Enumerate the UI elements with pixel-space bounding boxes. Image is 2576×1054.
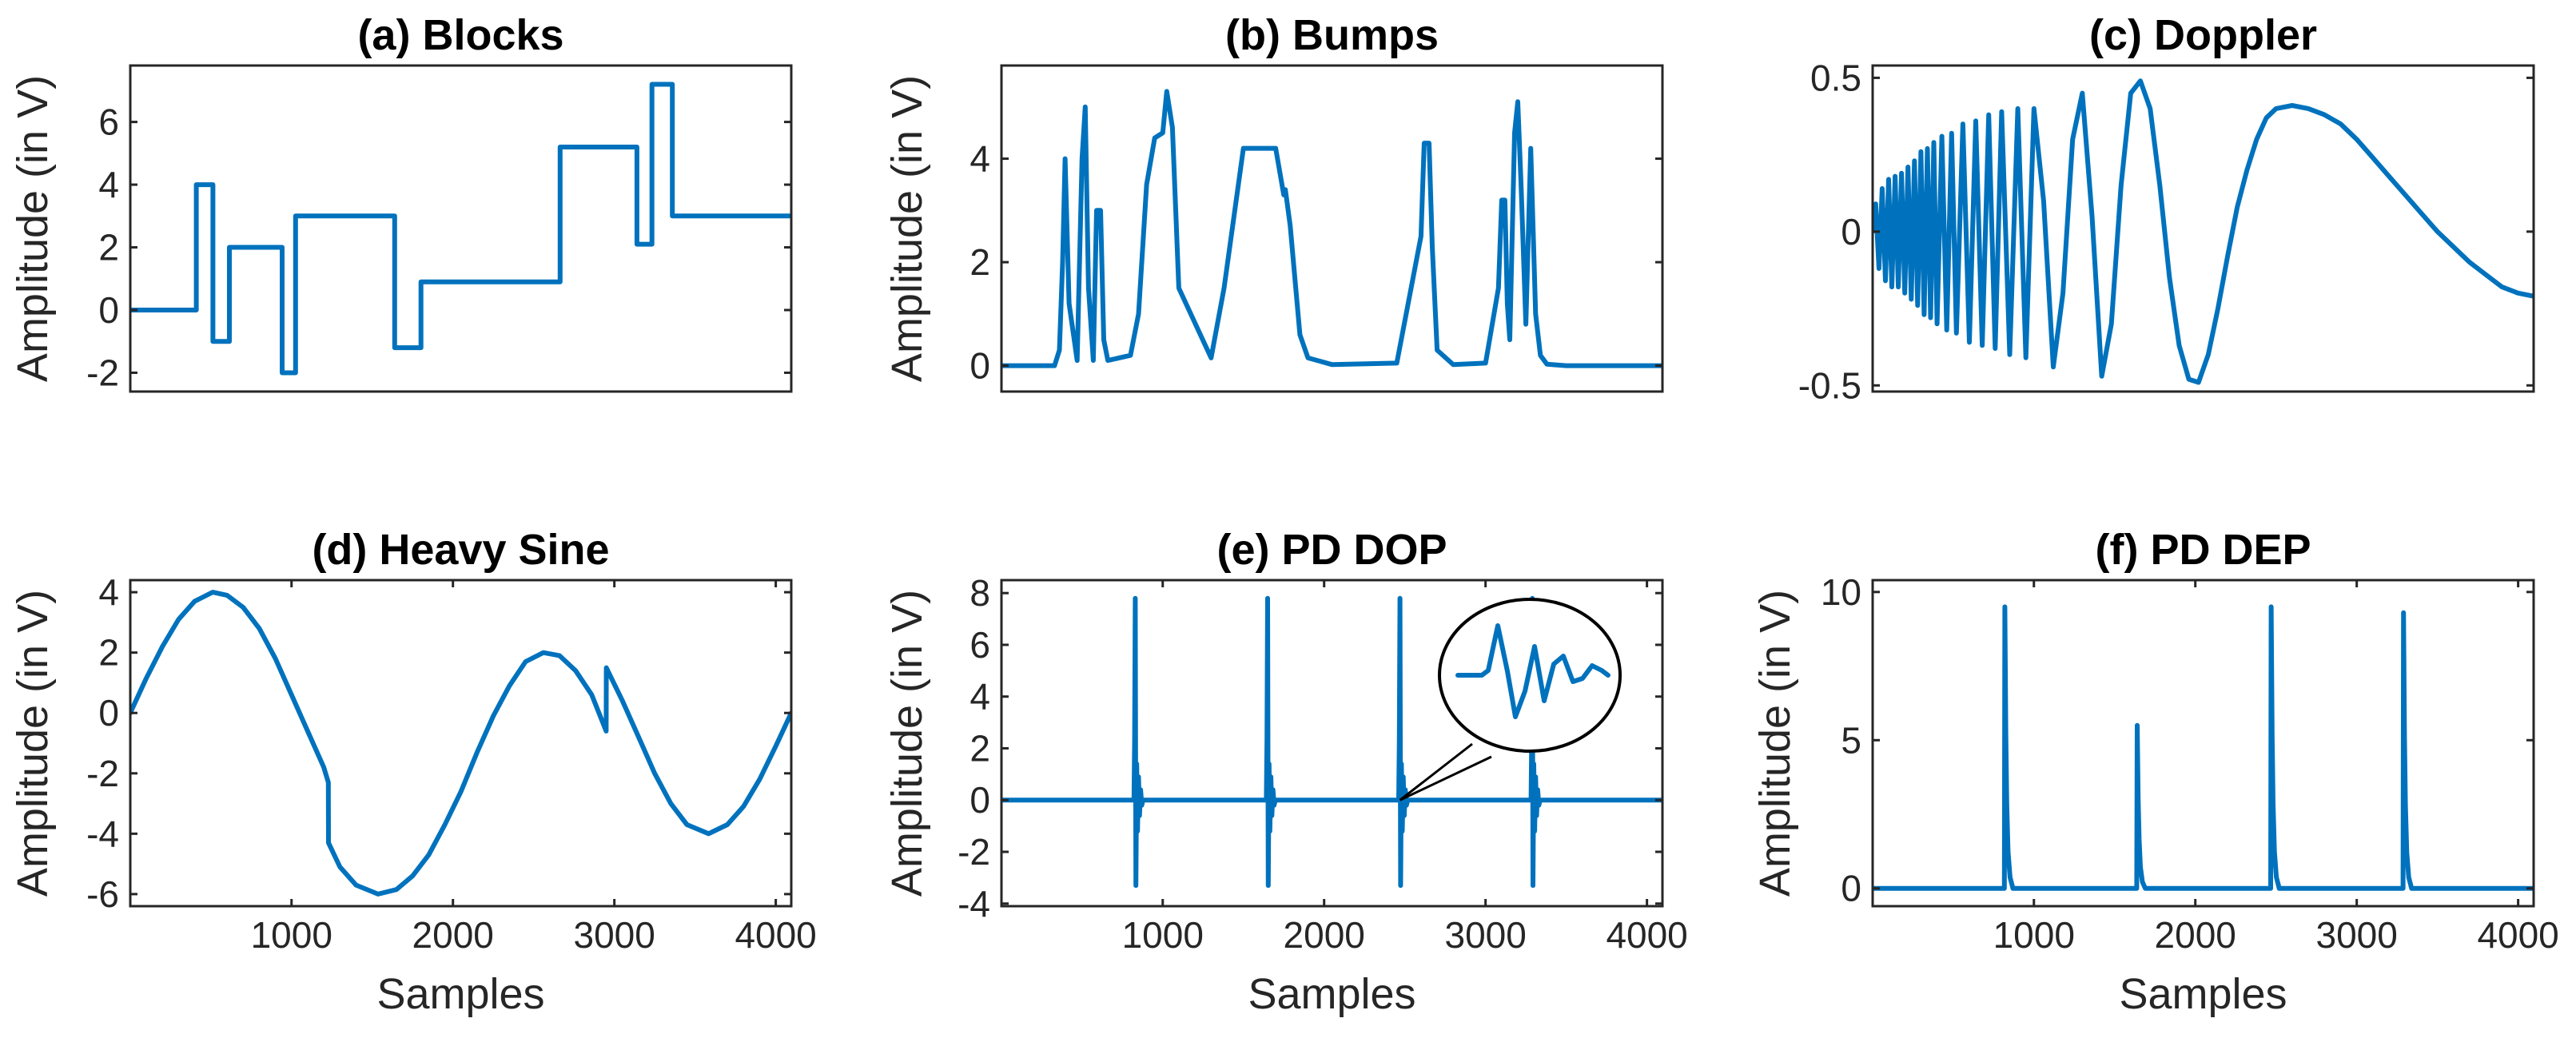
y-tick-label: 0: [969, 779, 990, 821]
axes-frame: [1871, 64, 2535, 393]
y-tick-label: -2: [86, 753, 119, 794]
series-line: [130, 82, 791, 376]
y-tick-label: 0: [1841, 868, 1861, 909]
x-axis-label: Samples: [1248, 970, 1415, 1018]
series-line: [1873, 604, 2534, 891]
y-tick-label: 4: [969, 138, 990, 180]
x-tick-label: 3000: [1444, 914, 1526, 956]
x-tick-label: 3000: [573, 914, 655, 956]
chart-title: (f) PD DEP: [2096, 526, 2311, 574]
y-axis-label: Amplitude (in V): [9, 75, 57, 382]
x-tick-label: 2000: [2155, 914, 2236, 956]
y-tick-label: 4: [98, 571, 119, 613]
inset-zoomed-series: [1455, 623, 1610, 719]
chart-title: (b) Bumps: [1225, 11, 1439, 59]
x-tick-label: 3000: [2315, 914, 2397, 956]
y-tick-label: 6: [969, 624, 990, 666]
chart-title: (d) Heavy Sine: [312, 526, 609, 574]
x-tick-label: 4000: [735, 914, 816, 956]
x-tick-label: 4000: [2477, 914, 2558, 956]
y-tick-label: 8: [969, 572, 990, 614]
inset-pointer-line: [1399, 755, 1492, 801]
panel-bumps: 4 2 0 (b) Bumps Amplitude (in V): [883, 11, 1664, 393]
axes-frame: [1000, 579, 1664, 908]
axes-frame: [1000, 64, 1664, 393]
y-axis-label: Amplitude (in V): [883, 75, 931, 382]
y-tick-label: -2: [86, 352, 119, 393]
series-line: [1001, 89, 1662, 368]
y-tick-label: -4: [958, 883, 990, 925]
y-tick-label: -6: [86, 873, 119, 915]
y-axis-label: Amplitude (in V): [9, 590, 57, 897]
x-axis-label: Samples: [376, 970, 544, 1018]
x-tick-label: 1000: [251, 914, 332, 956]
x-tick-label: 2000: [412, 914, 494, 956]
y-tick-label: 0: [969, 345, 990, 387]
chart-title: (c) Doppler: [2089, 11, 2317, 59]
axes-frame: [129, 64, 793, 393]
y-axis-label: Amplitude (in V): [1751, 590, 1799, 897]
series-line: [1873, 78, 2534, 385]
y-tick-label: 2: [98, 227, 119, 268]
y-tick-label: 10: [1821, 571, 1861, 613]
y-tick-label: 0: [98, 692, 119, 734]
x-tick-label: 1000: [1122, 914, 1204, 956]
axes-frame: [129, 579, 793, 908]
y-tick-label: 2: [969, 727, 990, 769]
panel-blocks: 6 4 2 0 -2 (a) Blocks Amplitude (in V): [9, 11, 793, 393]
series-line: [1001, 595, 1662, 889]
panel-pd-dep: 10 5 0 1000 2000 3000 4000 (f) PD DEP Amplitude …: [1751, 526, 2559, 1018]
panel-pd-dop: 8 6 4 2 0 -2 -4 1000 2000 3000 4000 (e) PD DOP Ampli…: [883, 526, 1688, 1018]
y-tick-label: 4: [98, 164, 119, 205]
y-tick-label: -4: [86, 813, 119, 854]
y-tick-label: 6: [98, 101, 119, 143]
x-tick-label: 4000: [1606, 914, 1687, 956]
chart-title: (e) PD DOP: [1216, 526, 1447, 574]
panel-doppler: 0.5 0 -0.5 (c) Doppler: [1798, 11, 2535, 406]
x-tick-label: 2000: [1284, 914, 1365, 956]
y-tick-label: 4: [969, 676, 990, 718]
y-tick-label: 0: [98, 289, 119, 331]
y-axis-label: Amplitude (in V): [883, 590, 931, 897]
axes-frame: [1871, 579, 2535, 908]
x-axis-label: Samples: [2119, 970, 2287, 1018]
y-tick-label: 0: [1841, 211, 1861, 253]
y-tick-label: 2: [969, 241, 990, 283]
x-tick-label: 1000: [1993, 914, 2075, 956]
panel-heavy-sine: 4 2 0 -2 -4 -6 1000 2000 3000 4000 (d) Heavy Sine A…: [9, 526, 817, 1018]
series-line: [130, 590, 791, 897]
y-tick-label: 2: [98, 632, 119, 674]
y-tick-label: 5: [1841, 719, 1861, 761]
y-tick-label: -0.5: [1798, 364, 1861, 406]
y-tick-label: 0.5: [1810, 57, 1861, 98]
chart-title: (a) Blocks: [357, 11, 563, 59]
y-tick-label: -2: [958, 831, 990, 873]
inset-pointer-line: [1399, 742, 1473, 801]
